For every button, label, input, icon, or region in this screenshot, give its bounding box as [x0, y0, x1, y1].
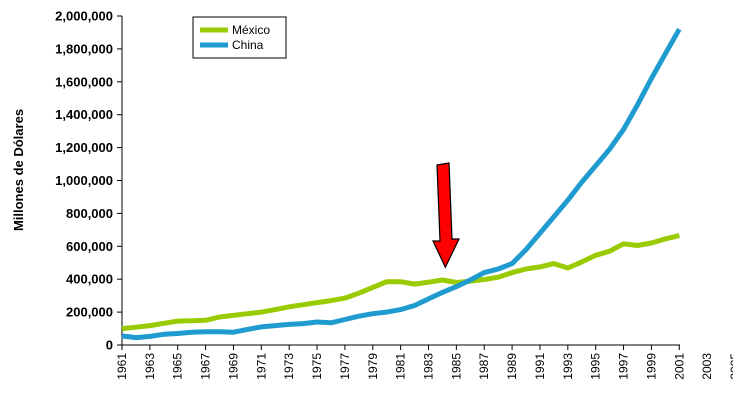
legend-box [192, 16, 287, 59]
x-tick-label: 1967 [199, 353, 213, 380]
axes [121, 16, 680, 346]
x-tick-label: 1995 [589, 353, 603, 380]
x-tick-label: 1961 [115, 353, 129, 380]
x-tick-label: 1963 [143, 353, 157, 380]
y-tick-label: 1,200,000 [55, 140, 113, 155]
series-line-china [121, 27, 682, 341]
x-tick-label: 1985 [449, 353, 463, 380]
x-tick-label: 1979 [366, 353, 380, 380]
x-tick-label: 1977 [338, 353, 352, 380]
x-tick-label: 2003 [700, 353, 714, 380]
annotations [432, 162, 460, 269]
y-axis-label: Millones de Dólares [11, 109, 26, 231]
x-tick-label: 1997 [617, 353, 631, 380]
x-tick-label: 1993 [561, 353, 575, 380]
x-tick-label: 1983 [422, 353, 436, 380]
y-tick-label: 1,600,000 [55, 74, 113, 89]
y-tick-label: 1,400,000 [55, 107, 113, 122]
x-tick-label: 2001 [672, 353, 686, 380]
x-tick-label: 1999 [644, 353, 658, 380]
x-tick-label: 1969 [226, 353, 240, 380]
legend-label: China [232, 38, 264, 52]
y-tick-label: 2,000,000 [55, 9, 113, 24]
x-tick-label: 1987 [477, 353, 491, 380]
y-tick-label: 0 [106, 338, 113, 353]
x-tick-label: 1981 [394, 353, 408, 380]
arrow-annotation [432, 162, 460, 269]
series-line-m-xico [121, 233, 680, 332]
y-ticks: 0 200,000 400,000 600,000 800,000 1,000,000 1,… [55, 9, 122, 353]
y-tick-label: 600,000 [66, 239, 113, 254]
x-tick-label: 2005 [728, 353, 733, 380]
x-tick-label: 1971 [254, 353, 268, 380]
y-tick-label: 200,000 [66, 305, 113, 320]
x-tick-label: 1965 [171, 353, 185, 380]
x-tick-label: 1973 [282, 353, 296, 380]
y-tick-label: 1,000,000 [55, 173, 113, 188]
y-axis-label-group: Millones de Dólares [11, 109, 26, 231]
x-tick-label: 1991 [533, 353, 547, 380]
series-lines [121, 27, 682, 341]
x-tick-label: 1989 [505, 353, 519, 380]
y-tick-label: 800,000 [66, 206, 113, 221]
x-tick-label: 1975 [310, 353, 324, 380]
x-ticks: 1961 1963 1965 1967 1969 1971 1973 1975 1977 1979… [115, 345, 733, 380]
y-tick-label: 1,800,000 [55, 41, 113, 56]
y-tick-label: 400,000 [66, 272, 113, 287]
legend-label: México [232, 23, 270, 37]
